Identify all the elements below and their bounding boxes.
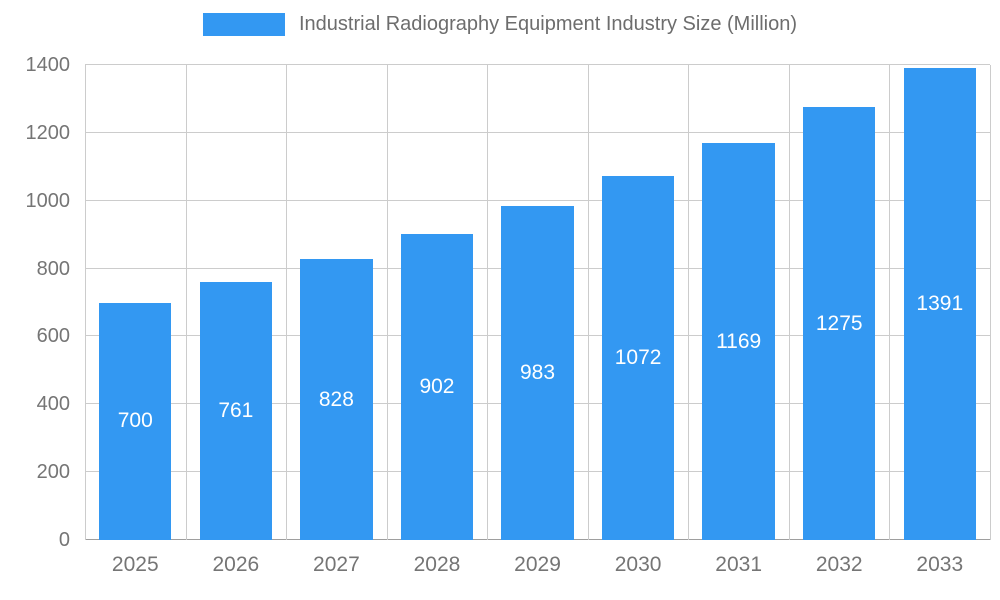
bar-value-label: 983	[520, 361, 556, 385]
vertical-gridline	[889, 65, 891, 540]
bar-slot: 1391	[890, 65, 991, 540]
x-tick-label: 2028	[413, 553, 461, 576]
horizontal-gridline	[85, 131, 990, 133]
y-tick-label: 1000	[25, 189, 71, 212]
x-tick-label: 2032	[815, 553, 863, 576]
y-tick-label: 800	[36, 257, 70, 280]
bar-value-label: 1391	[916, 292, 964, 316]
x-tick-label: 2033	[916, 553, 964, 576]
bar-slot: 1275	[789, 65, 890, 540]
bar: 1275	[803, 107, 876, 540]
x-tick-label: 2031	[715, 553, 763, 576]
bar-slot: 1169	[688, 65, 789, 540]
chart-title: Industrial Radiography Equipment Industr…	[298, 13, 798, 35]
y-tick-label: 400	[36, 393, 70, 416]
vertical-gridline	[85, 65, 86, 540]
bar: 902	[400, 233, 474, 540]
y-tick-label: 200	[36, 461, 70, 484]
chart-legend[interactable]: Industrial Radiography Equipment Industr…	[202, 13, 798, 36]
bar: 1169	[702, 143, 775, 540]
bar-value-label: 1275	[815, 311, 863, 335]
vertical-gridline	[990, 65, 991, 540]
bar: 983	[501, 206, 574, 540]
x-tick-label: 2030	[614, 553, 662, 576]
x-tick-label: 2026	[212, 553, 260, 576]
y-tick-label: 1400	[25, 54, 71, 76]
y-tick-label: 1200	[25, 121, 71, 144]
x-tick-label: 2027	[313, 553, 360, 576]
vertical-gridline	[286, 65, 288, 540]
bar-slot: 983	[487, 65, 588, 540]
y-tick-label: 0	[58, 529, 70, 551]
bar-slot: 761	[186, 65, 287, 540]
vertical-gridline	[587, 65, 589, 540]
bar: 828	[300, 259, 373, 540]
y-tick-label: 600	[36, 325, 70, 348]
bar-slot: 902	[387, 65, 488, 540]
vertical-gridline	[185, 65, 187, 540]
bar-value-label: 902	[419, 374, 455, 398]
bars-container: 700 761 828 902 983 1072 1169 1275 1391	[85, 65, 990, 540]
horizontal-gridline	[85, 199, 990, 201]
legend-swatch-icon	[202, 13, 285, 36]
bar-value-label: 1169	[716, 329, 762, 353]
horizontal-gridline	[85, 64, 990, 65]
bar-value-label: 700	[117, 409, 153, 433]
x-tick-label: 2025	[111, 553, 159, 576]
bar-slot: 828	[286, 65, 387, 540]
vertical-gridline	[688, 65, 690, 540]
bar-value-label: 761	[218, 398, 254, 422]
bar: 1072	[601, 176, 675, 540]
bar: 700	[99, 302, 172, 540]
bar-value-label: 828	[318, 387, 354, 411]
bar: 761	[199, 281, 273, 540]
bar: 1391	[903, 68, 976, 540]
vertical-gridline	[788, 65, 790, 540]
x-axis: 2025 2026 2027 2028 2029 2030 2031 2032 2033	[85, 553, 990, 577]
y-axis: 0 200 400 600 800 1000 1200 1400	[0, 55, 76, 550]
bar-slot: 1072	[588, 65, 689, 540]
vertical-gridline	[487, 65, 489, 540]
bar-value-label: 1072	[614, 346, 662, 370]
plot-area: 700 761 828 902 983 1072 1169 1275 1391	[85, 64, 991, 540]
bar-slot: 700	[85, 65, 186, 540]
x-tick-label: 2029	[514, 553, 561, 576]
vertical-gridline	[386, 65, 388, 540]
